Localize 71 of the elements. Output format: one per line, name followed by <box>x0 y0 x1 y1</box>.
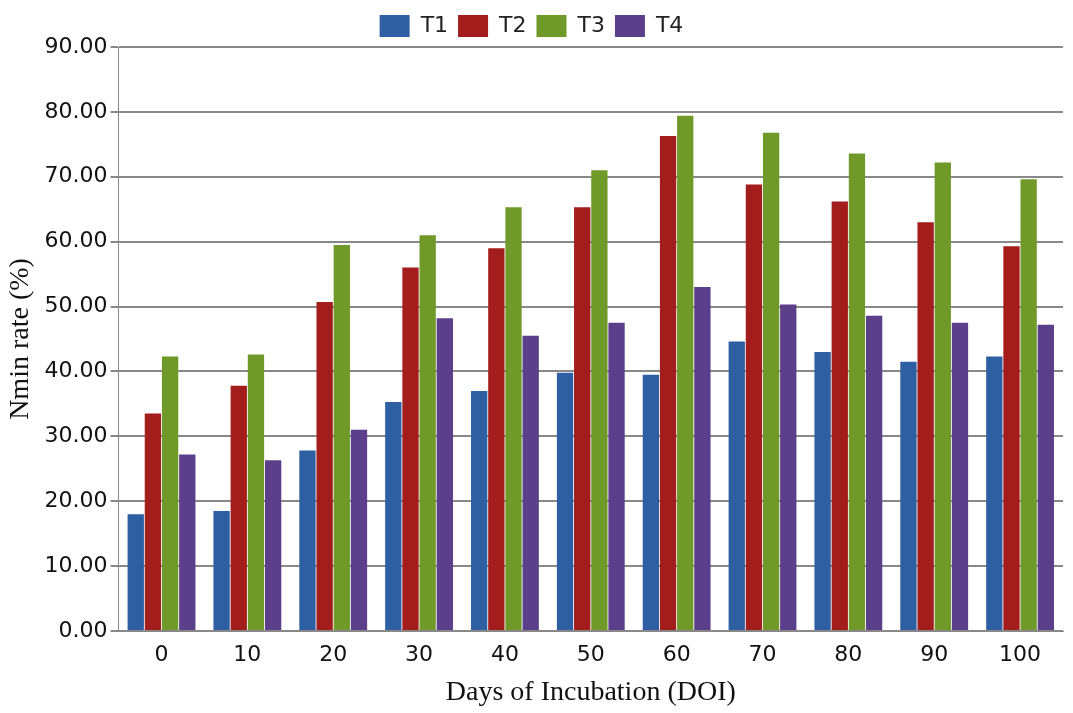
bar <box>951 322 969 630</box>
bar <box>471 390 488 630</box>
bar <box>1020 179 1037 630</box>
bar <box>436 318 453 630</box>
bar <box>179 454 196 630</box>
legend-label: T1 <box>419 11 449 37</box>
bar <box>350 429 368 630</box>
bar <box>986 356 1003 630</box>
bar <box>814 351 831 630</box>
bar <box>1037 324 1054 630</box>
bar <box>917 222 934 630</box>
y-tick-label: 20.00 <box>44 486 108 512</box>
bar <box>1003 246 1020 630</box>
x-tick-label: 50 <box>576 640 605 666</box>
bar <box>522 335 539 630</box>
bar <box>762 132 780 630</box>
x-tick-label: 0 <box>154 640 169 666</box>
bar <box>900 361 917 630</box>
y-axis-title: Nmin rate (%) <box>3 258 35 420</box>
bar <box>574 207 591 630</box>
bar <box>402 267 419 630</box>
legend-label: T3 <box>576 11 605 37</box>
bar <box>556 372 574 630</box>
y-tick-label: 10.00 <box>44 551 108 577</box>
legend-label: T2 <box>498 11 527 37</box>
x-tick-label: 70 <box>748 640 777 666</box>
bar <box>745 184 763 630</box>
bar <box>780 304 797 630</box>
bar <box>831 201 848 630</box>
bar <box>161 356 179 630</box>
bar <box>299 450 316 630</box>
bar <box>488 248 505 630</box>
bar <box>264 460 282 630</box>
x-tick-label: 90 <box>920 640 949 666</box>
bar <box>127 514 144 630</box>
y-tick-label: 80.00 <box>44 97 108 123</box>
x-tick-label: 10 <box>233 640 262 666</box>
x-tick-label: 40 <box>490 640 519 666</box>
y-tick-label: 50.00 <box>44 292 108 318</box>
y-tick-label: 90.00 <box>44 32 108 58</box>
y-tick-label: 60.00 <box>44 227 108 253</box>
bar <box>677 115 694 630</box>
y-tick-label: 30.00 <box>44 422 108 448</box>
bar <box>642 374 660 630</box>
bar <box>505 207 522 630</box>
bar <box>213 510 230 630</box>
x-tick-label: 60 <box>662 640 691 666</box>
bar <box>385 401 402 630</box>
y-tick-label: 0.00 <box>58 616 108 642</box>
bar <box>247 354 265 630</box>
bar <box>608 322 625 630</box>
x-tick-label: 100 <box>999 640 1042 666</box>
bar <box>230 385 247 630</box>
bar <box>591 170 608 630</box>
x-tick-label: 80 <box>834 640 863 666</box>
y-tick-label: 40.00 <box>44 357 108 383</box>
bar <box>316 302 333 630</box>
bar <box>419 235 436 630</box>
bar <box>934 162 951 630</box>
bar <box>865 315 883 630</box>
bar <box>659 135 677 630</box>
legend-label: T4 <box>654 11 684 37</box>
bar <box>728 341 745 630</box>
bar <box>848 153 866 630</box>
x-tick-label: 30 <box>405 640 434 666</box>
bar <box>694 287 711 630</box>
bar <box>333 244 350 630</box>
y-tick-label: 70.00 <box>44 162 108 188</box>
x-tick-label: 20 <box>319 640 348 666</box>
x-axis-title: Days of Incubation (DOI) <box>445 674 736 706</box>
bar <box>144 413 162 630</box>
